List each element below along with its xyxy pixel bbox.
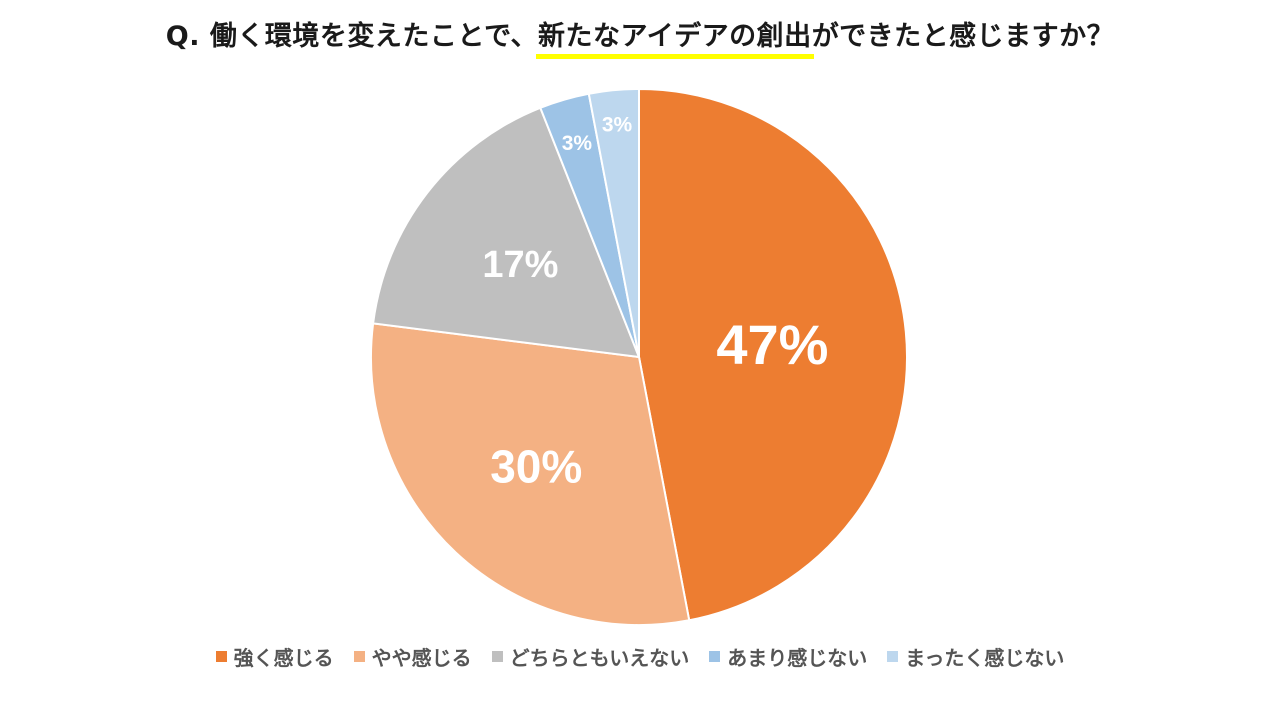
legend-label-3: どちらともいえない: [509, 646, 690, 670]
data-label-1: 47%: [716, 313, 828, 376]
legend-item-1: 強く感じる: [215, 642, 334, 671]
data-label-2: 30%: [490, 440, 582, 492]
legend-label-2: やや感じる: [371, 646, 472, 670]
legend-swatch-1: [215, 651, 227, 662]
legend-swatch-2: [353, 651, 365, 662]
pie-slice-2: [370, 322, 691, 626]
chart-title: Q. 働く環境を変えたことで、新たなアイデアの創出ができたと感じますか？: [0, 14, 1280, 59]
legend-item-2: やや感じる: [353, 642, 472, 671]
pie-slice-5: [587, 88, 640, 358]
legend-label-5: まったく感じない: [905, 646, 1065, 670]
legend-item-3: どちらともいえない: [491, 642, 690, 671]
pie-slice-3: [372, 106, 640, 358]
legend-item-5: まったく感じない: [887, 642, 1064, 671]
chart-legend: 強く感じる やや感じる どちらともいえない あまり感じない まったく感じない: [0, 642, 1280, 671]
data-label-5: 3%: [602, 113, 633, 136]
legend-swatch-3: [491, 651, 503, 662]
legend-label-4: あまり感じない: [727, 646, 868, 670]
legend-swatch-4: [709, 651, 721, 662]
data-label-3: 17%: [482, 244, 558, 286]
chart-title-part-1: Q. 働く環境を変えたことで、: [165, 21, 539, 52]
data-label-4: 3%: [562, 132, 593, 155]
chart-title-highlight: 新たなアイデアの創出: [536, 14, 814, 59]
chart-title-part-2: ができたと感じますか？: [811, 21, 1115, 52]
legend-swatch-5: [887, 651, 899, 662]
legend-label-1: 強く感じる: [233, 646, 334, 670]
pie-slice-1: [638, 88, 908, 622]
legend-item-4: あまり感じない: [709, 642, 867, 671]
